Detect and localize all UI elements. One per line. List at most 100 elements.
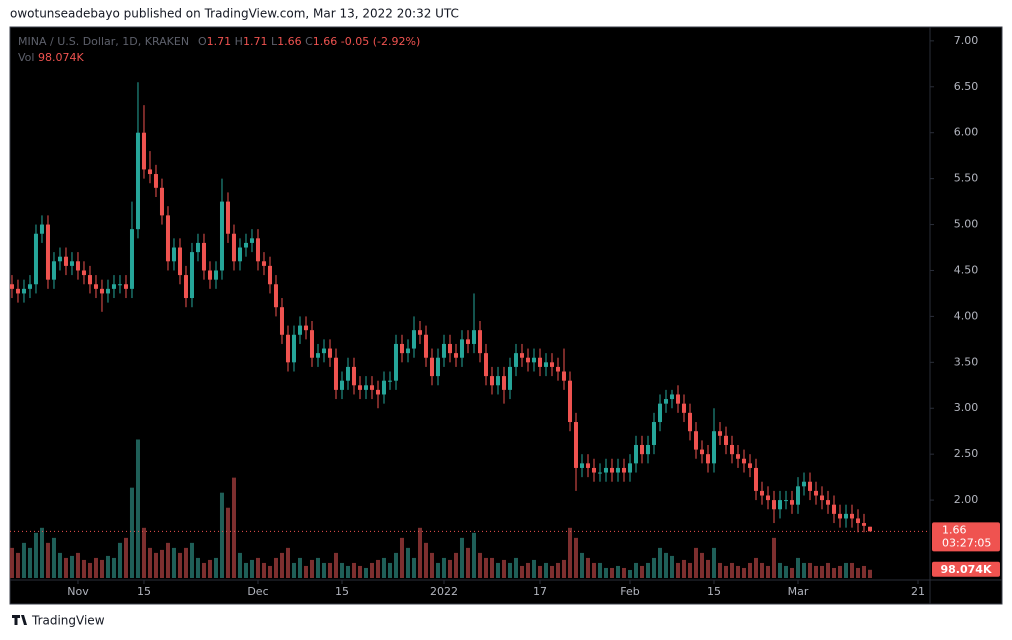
- volume-bar: [351, 562, 356, 578]
- volume-bar: [279, 552, 284, 578]
- volume-bar: [831, 567, 836, 578]
- volume-bar: [693, 547, 698, 578]
- volume-bar: [21, 542, 26, 578]
- candle-body: [339, 380, 344, 390]
- candle-body: [405, 348, 410, 354]
- candle-body: [555, 366, 560, 372]
- candle-body: [315, 353, 320, 358]
- volume-bar: [345, 565, 350, 578]
- volume-bar: [207, 559, 212, 578]
- volume-bar: [309, 559, 314, 578]
- volume-bar: [849, 562, 854, 578]
- volume-bar: [195, 557, 200, 578]
- o-letter: O: [198, 35, 207, 48]
- volume-bar: [231, 477, 236, 578]
- volume-bar: [747, 562, 752, 578]
- x-tick-label: 17: [533, 585, 547, 598]
- candle-body: [609, 467, 614, 473]
- candle-body: [489, 376, 494, 386]
- candle-body: [399, 343, 404, 354]
- candle-body: [57, 256, 62, 262]
- candle-body: [831, 504, 836, 514]
- volume-bar: [795, 557, 800, 578]
- symbol-label: MINA / U.S. Dollar, 1D, KRAKEN: [18, 35, 189, 48]
- volume-bar: [75, 552, 80, 578]
- volume-bar: [657, 547, 662, 578]
- volume-bar: [141, 527, 146, 578]
- candle-body: [441, 343, 446, 358]
- volume-bar: [51, 537, 56, 578]
- volume-bar: [495, 562, 500, 578]
- candle-body: [135, 132, 140, 230]
- candle-body: [573, 422, 578, 468]
- volume-bar: [759, 562, 764, 578]
- candle-body: [807, 481, 812, 491]
- candle-body: [741, 458, 746, 464]
- volume-bar: [867, 569, 872, 578]
- volume-bar: [585, 557, 590, 578]
- y-tick-label: 4.00: [954, 309, 979, 322]
- candle-body: [345, 366, 350, 381]
- candle-body: [657, 403, 662, 423]
- candle-body: [711, 431, 716, 464]
- volume-bar: [117, 542, 122, 578]
- volume-bar: [297, 557, 302, 578]
- y-tick-label: 3.00: [954, 401, 979, 414]
- volume-bar: [507, 562, 512, 578]
- volume-bar: [327, 562, 332, 578]
- logo-icon: [12, 615, 27, 625]
- volume-bar: [147, 547, 152, 578]
- volume-bar: [837, 565, 842, 578]
- volume-bar: [459, 537, 464, 578]
- candle-body: [231, 233, 236, 262]
- candle-body: [645, 444, 650, 455]
- candle-body: [387, 380, 392, 382]
- volume-bar: [675, 562, 680, 578]
- volume-bar: [513, 557, 518, 578]
- candle-body: [507, 366, 512, 390]
- volume-bar: [399, 537, 404, 578]
- candle-body: [75, 261, 80, 271]
- candle-body: [267, 265, 272, 285]
- candle-body: [141, 132, 146, 170]
- y-tick-label: 3.50: [954, 355, 979, 368]
- candle-body: [459, 339, 464, 358]
- candle-body: [15, 288, 20, 294]
- candle-body: [177, 247, 182, 276]
- volume-bar: [225, 507, 230, 578]
- candle-body: [171, 247, 176, 262]
- candle-body: [69, 261, 74, 266]
- candle-body: [669, 394, 674, 400]
- candle-body: [867, 526, 872, 532]
- candle-body: [777, 500, 782, 510]
- candle-body: [357, 385, 362, 390]
- candle-body: [771, 500, 776, 510]
- candle-body: [747, 463, 752, 468]
- candle-body: [783, 500, 788, 502]
- volume-bar: [609, 567, 614, 578]
- x-tick-label: 2022: [430, 585, 458, 598]
- volume-bar: [417, 527, 422, 578]
- volume-bar: [765, 565, 770, 578]
- open-value: 1.71: [207, 35, 232, 48]
- volume-bar: [381, 557, 386, 578]
- volume-bar: [135, 439, 140, 578]
- candle-body: [531, 357, 536, 363]
- volume-bar: [129, 487, 134, 578]
- candle-body: [291, 334, 296, 363]
- volume-bar: [789, 567, 794, 578]
- overlay: MINA / U.S. Dollar, 1D, KRAKEN O1.71 H1.…: [10, 35, 1000, 577]
- volume-bar: [855, 567, 860, 578]
- y-tick-label: 5.50: [954, 172, 979, 185]
- volume-bar: [567, 527, 572, 578]
- candle-body: [207, 270, 212, 280]
- candle-body: [675, 394, 680, 404]
- volume-bar: [387, 562, 392, 578]
- candle-body: [45, 224, 50, 280]
- candle-body: [627, 463, 632, 473]
- candle-body: [567, 380, 572, 423]
- candle-body: [63, 256, 68, 266]
- candle-body: [429, 357, 434, 377]
- y-tick-label: 6.50: [954, 80, 979, 93]
